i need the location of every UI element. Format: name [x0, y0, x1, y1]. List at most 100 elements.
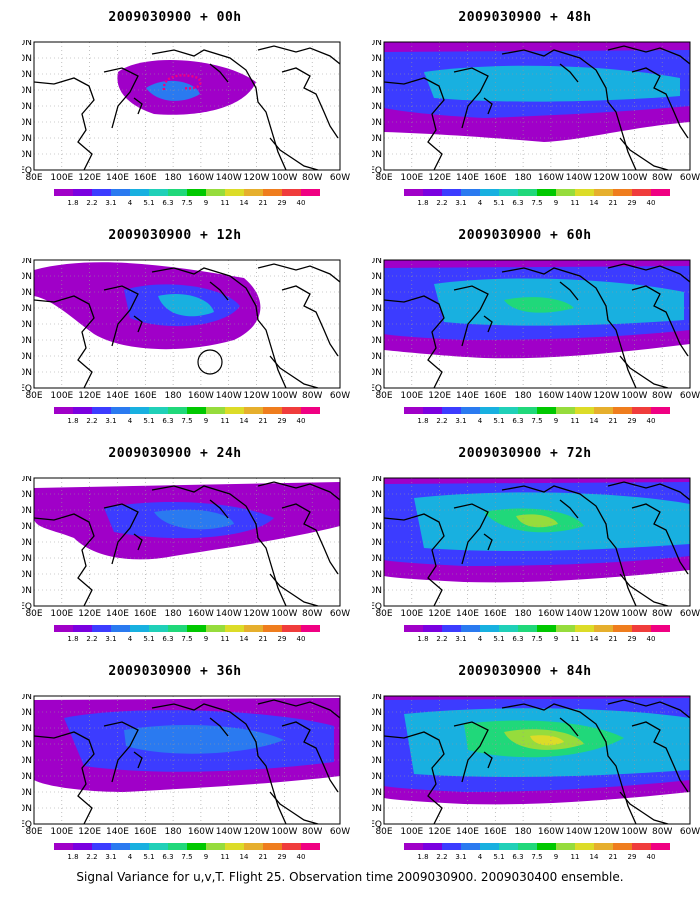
colorbar-swatch — [244, 625, 263, 632]
colorbar-swatch — [556, 189, 575, 196]
coastline — [453, 503, 489, 565]
colorbar-swatch — [149, 189, 168, 196]
colorbar-label: 4 — [128, 417, 133, 425]
coastline — [483, 751, 493, 769]
map-panel: 2009030900 + 12h 80E 100E 120E 140E 160E 180 16… — [0, 218, 350, 443]
lon-tick-label: 80E — [375, 827, 392, 837]
lon-tick-label: 100E — [50, 391, 73, 401]
lon-tick-label: 180 — [514, 173, 531, 183]
lon-tick-label: 120W — [244, 827, 270, 837]
colorbar-swatch — [187, 189, 206, 196]
colorbar-label: 4 — [478, 199, 483, 207]
lon-tick-label: 60W — [330, 173, 350, 183]
lat-tick-label: 30N — [372, 118, 382, 128]
lon-tick-label: 160W — [188, 827, 214, 837]
colorbar-label: 21 — [609, 199, 618, 207]
coastline — [501, 703, 637, 824]
colorbar-label: 5.1 — [493, 635, 504, 643]
coastline — [384, 513, 445, 606]
lon-tick-label: 160E — [134, 173, 157, 183]
colorbar-label: 9 — [204, 853, 208, 861]
lat-tick-label: 60N — [372, 70, 382, 80]
colorbar-label: 9 — [554, 853, 558, 861]
coastline — [209, 281, 229, 301]
colorbar-label: 40 — [647, 417, 656, 425]
lon-tick-label: 120W — [594, 827, 620, 837]
panel-title: 2009030900 + 48h — [458, 10, 592, 25]
lat-tick-label: 10N — [372, 804, 382, 814]
colorbar-swatch — [575, 625, 594, 632]
colorbar-swatch — [54, 843, 73, 850]
colorbar-label: 9 — [554, 199, 558, 207]
colorbar-swatch — [130, 625, 149, 632]
lat-tick-label: 60N — [372, 288, 382, 298]
colorbar-label: 14 — [240, 199, 249, 207]
lon-tick-label: 160W — [538, 609, 564, 619]
colorbar-swatch — [206, 625, 225, 632]
colorbar-label: 2.2 — [86, 853, 97, 861]
coastline — [151, 485, 287, 606]
colorbar-swatch — [111, 189, 130, 196]
colorbar-swatch — [225, 843, 244, 850]
map-panel: 2009030900 + 60h 80E 100E 120E 140E 160E 180 16… — [350, 218, 700, 443]
lat-tick-label: 30N — [372, 554, 382, 564]
lon-tick-label: 160E — [134, 609, 157, 619]
lon-tick-label: 120E — [78, 609, 101, 619]
colorbar-swatch — [111, 843, 130, 850]
colorbar-label: 29 — [628, 635, 637, 643]
lat-tick-label: EQ — [22, 602, 32, 612]
lon-tick-label: 160W — [538, 391, 564, 401]
colorbar-label: 7.5 — [181, 635, 192, 643]
lon-tick-label: 100E — [400, 173, 423, 183]
coastline — [631, 503, 689, 575]
colorbar-label: 5.1 — [143, 853, 154, 861]
colorbar-label: 2.2 — [436, 199, 447, 207]
lon-tick-label: 60W — [330, 391, 350, 401]
lon-tick-label: 80W — [302, 827, 322, 837]
coastline — [133, 97, 143, 115]
lat-tick-label: 50N — [22, 86, 32, 96]
colorbar-swatch — [632, 407, 651, 414]
coastline — [501, 485, 637, 606]
lon-tick-label: 140E — [106, 173, 129, 183]
colorbar-swatch — [263, 189, 282, 196]
colorbar-label: 6.3 — [162, 635, 173, 643]
colorbar-label: 9 — [204, 417, 208, 425]
lon-tick-label: 60W — [330, 827, 350, 837]
lon-tick-label: 160E — [134, 391, 157, 401]
colorbar-label: 5.1 — [493, 853, 504, 861]
lon-tick-label: 120E — [78, 391, 101, 401]
lat-tick-label: 80N — [22, 40, 32, 48]
lon-tick-label: 80W — [652, 609, 672, 619]
colorbar-label: 14 — [590, 635, 599, 643]
colorbar-swatch — [130, 189, 149, 196]
variance-contour-fill — [530, 735, 564, 746]
colorbar-swatch — [632, 189, 651, 196]
lon-tick-label: 120E — [78, 827, 101, 837]
lon-tick-label: 80E — [375, 391, 392, 401]
coastline — [34, 513, 95, 606]
colorbar-label: 40 — [297, 635, 306, 643]
colorbar-swatch — [556, 625, 575, 632]
map-frame — [383, 477, 691, 607]
coastline — [103, 285, 139, 347]
colorbar-swatch — [301, 625, 320, 632]
lat-tick-label: 10N — [372, 368, 382, 378]
lat-tick-label: EQ — [22, 166, 32, 176]
coastline — [607, 45, 690, 65]
coastline — [384, 295, 445, 388]
lat-tick-label: 40N — [22, 538, 32, 548]
lat-tick-label: 70N — [22, 272, 32, 282]
colorbar-label: 6.3 — [512, 853, 523, 861]
map-panel: 2009030900 + 48h 80E 100E 120E 140E 160E 180 16… — [350, 0, 700, 225]
lon-tick-label: 140W — [566, 391, 592, 401]
lon-tick-label: 80E — [25, 827, 42, 837]
colorbar-swatch — [149, 625, 168, 632]
colorbar-swatch — [168, 407, 187, 414]
coastline — [209, 499, 229, 519]
lat-tick-label: 80N — [372, 694, 382, 702]
lon-tick-label: 100E — [400, 391, 423, 401]
lat-tick-label: 10N — [22, 586, 32, 596]
colorbar-swatch — [282, 407, 301, 414]
lon-tick-label: 180 — [164, 609, 181, 619]
